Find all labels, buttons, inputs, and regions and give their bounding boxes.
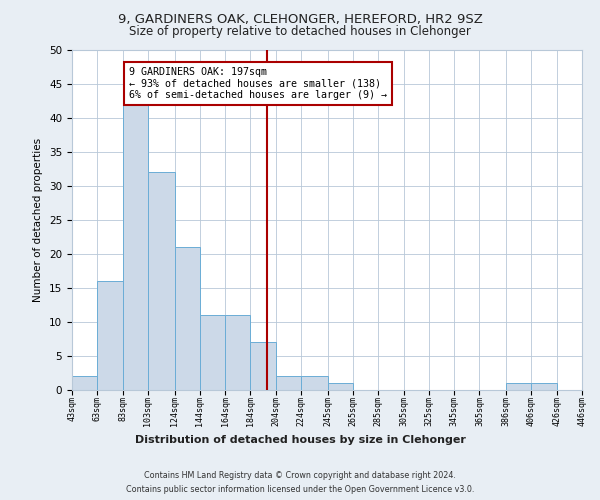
- Y-axis label: Number of detached properties: Number of detached properties: [34, 138, 43, 302]
- Bar: [506, 383, 532, 390]
- Bar: [148, 172, 175, 390]
- Bar: [250, 342, 276, 390]
- Bar: [276, 376, 301, 390]
- Text: Contains public sector information licensed under the Open Government Licence v3: Contains public sector information licen…: [126, 485, 474, 494]
- Bar: [72, 376, 97, 390]
- Bar: [122, 104, 148, 390]
- Text: Size of property relative to detached houses in Clehonger: Size of property relative to detached ho…: [129, 25, 471, 38]
- Bar: [301, 376, 328, 390]
- Bar: [175, 247, 200, 390]
- Text: 9, GARDINERS OAK, CLEHONGER, HEREFORD, HR2 9SZ: 9, GARDINERS OAK, CLEHONGER, HEREFORD, H…: [118, 12, 482, 26]
- Bar: [200, 315, 225, 390]
- Text: 9 GARDINERS OAK: 197sqm
← 93% of detached houses are smaller (138)
6% of semi-de: 9 GARDINERS OAK: 197sqm ← 93% of detache…: [129, 67, 387, 100]
- Bar: [225, 315, 250, 390]
- Text: Distribution of detached houses by size in Clehonger: Distribution of detached houses by size …: [134, 435, 466, 445]
- Bar: [328, 383, 353, 390]
- Bar: [97, 281, 122, 390]
- Bar: [532, 383, 557, 390]
- Text: Contains HM Land Registry data © Crown copyright and database right 2024.: Contains HM Land Registry data © Crown c…: [144, 471, 456, 480]
